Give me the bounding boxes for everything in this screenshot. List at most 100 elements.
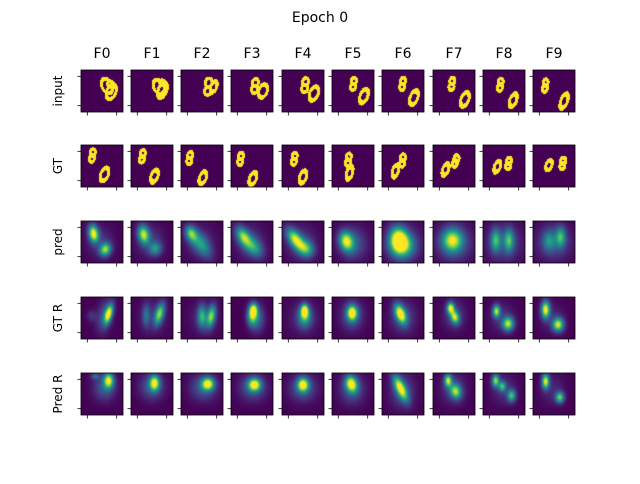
panel-pred-r-f0 (77, 372, 124, 419)
panel-pred-r-f6 (378, 372, 425, 419)
panel-frame (482, 69, 526, 113)
panel-frame (432, 144, 476, 188)
heatmap-image (231, 70, 273, 112)
panel-gt-f3 (227, 144, 274, 191)
column-label-f2: F2 (194, 46, 211, 62)
heatmap-image (282, 297, 324, 339)
panel-input-f3 (227, 69, 274, 116)
column-label-f6: F6 (395, 46, 412, 62)
heatmap-image (433, 145, 475, 187)
panel-input-f9 (529, 69, 576, 116)
heatmap-image (81, 297, 123, 339)
row-label-pred: pred (51, 228, 65, 255)
panel-input-f4 (278, 69, 325, 116)
panel-frame (180, 372, 224, 416)
heatmap-image (382, 373, 424, 415)
heatmap-image (81, 70, 123, 112)
panel-pred-f4 (278, 220, 325, 267)
column-label-f3: F3 (244, 46, 261, 62)
heatmap-image (181, 373, 223, 415)
panel-frame (532, 372, 576, 416)
heatmap-image (533, 297, 575, 339)
panel-pred-f8 (479, 220, 526, 267)
column-label-f1: F1 (144, 46, 161, 62)
heatmap-image (533, 221, 575, 263)
panel-gt-f6 (378, 144, 425, 191)
heatmap-image (131, 297, 173, 339)
panel-pred-r-f8 (479, 372, 526, 419)
panel-frame (80, 144, 124, 188)
panel-frame (130, 372, 174, 416)
heatmap-image (433, 221, 475, 263)
panel-frame (482, 144, 526, 188)
heatmap-image (483, 70, 525, 112)
panel-frame (180, 69, 224, 113)
heatmap-image (282, 145, 324, 187)
panel-gt-r-f9 (529, 296, 576, 343)
panel-input-f7 (429, 69, 476, 116)
heatmap-image (131, 373, 173, 415)
panel-gt-r-f7 (429, 296, 476, 343)
panel-frame (532, 296, 576, 340)
panel-pred-r-f1 (127, 372, 174, 419)
panel-frame (80, 220, 124, 264)
panel-gt-r-f0 (77, 296, 124, 343)
panel-frame (331, 220, 375, 264)
panel-pred-r-f3 (227, 372, 274, 419)
heatmap-image (81, 221, 123, 263)
panel-gt-f7 (429, 144, 476, 191)
panel-frame (381, 144, 425, 188)
panel-frame (331, 296, 375, 340)
column-label-f7: F7 (446, 46, 463, 62)
heatmap-image (332, 221, 374, 263)
panel-frame (532, 69, 576, 113)
panel-frame (281, 144, 325, 188)
heatmap-image (131, 145, 173, 187)
heatmap-image (382, 297, 424, 339)
panel-pred-f6 (378, 220, 425, 267)
panel-gt-f1 (127, 144, 174, 191)
panel-pred-f9 (529, 220, 576, 267)
heatmap-image (483, 145, 525, 187)
row-label-gt-r: GT R (51, 304, 65, 332)
heatmap-image (181, 297, 223, 339)
panel-gt-r-f3 (227, 296, 274, 343)
panel-gt-r-f8 (479, 296, 526, 343)
panel-gt-r-f5 (328, 296, 375, 343)
panel-frame (432, 296, 476, 340)
panel-frame (180, 144, 224, 188)
panel-frame (80, 69, 124, 113)
panel-pred-f1 (127, 220, 174, 267)
heatmap-image (533, 70, 575, 112)
heatmap-image (332, 373, 374, 415)
panel-gt-f0 (77, 144, 124, 191)
panel-pred-f7 (429, 220, 476, 267)
panel-gt-r-f2 (177, 296, 224, 343)
figure-title: Epoch 0 (292, 10, 348, 26)
panel-frame (381, 372, 425, 416)
panel-frame (130, 296, 174, 340)
panel-pred-r-f2 (177, 372, 224, 419)
panel-pred-f2 (177, 220, 224, 267)
panel-gt-f4 (278, 144, 325, 191)
panel-gt-r-f4 (278, 296, 325, 343)
panel-frame (381, 220, 425, 264)
heatmap-image (433, 373, 475, 415)
panel-frame (482, 372, 526, 416)
panel-frame (130, 69, 174, 113)
heatmap-image (231, 373, 273, 415)
panel-frame (331, 144, 375, 188)
panel-frame (230, 372, 274, 416)
panel-gt-r-f1 (127, 296, 174, 343)
panel-frame (432, 69, 476, 113)
heatmap-image (382, 221, 424, 263)
panel-frame (281, 69, 325, 113)
row-label-gt: GT (51, 157, 65, 174)
panel-gt-f9 (529, 144, 576, 191)
panel-frame (331, 372, 375, 416)
panel-frame (281, 296, 325, 340)
panel-frame (230, 144, 274, 188)
panel-input-f2 (177, 69, 224, 116)
